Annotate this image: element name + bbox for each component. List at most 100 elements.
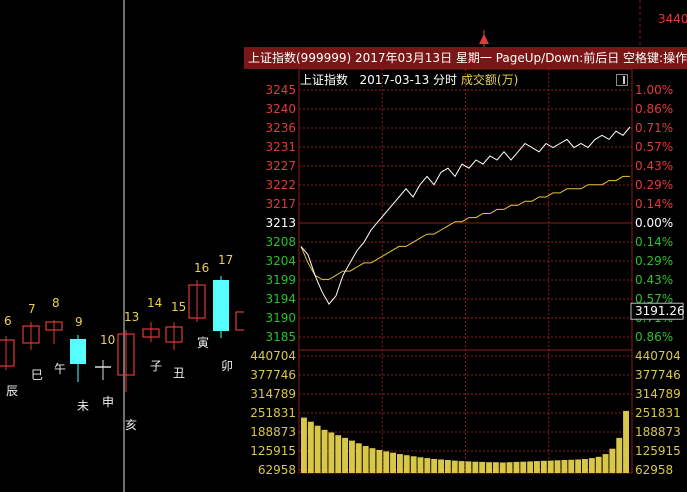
volume-axis-label-right: 440704: [635, 349, 681, 363]
volume-bar: [486, 462, 492, 473]
price-axis-label: 3240: [265, 102, 296, 116]
bg-candle-number: 7: [28, 302, 36, 316]
volume-bar: [383, 451, 390, 473]
volume-bar: [616, 437, 623, 473]
bg-candle: [213, 280, 229, 331]
bg-candle: [117, 333, 135, 376]
current-price-tag: [630, 302, 684, 320]
volume-bar: [444, 460, 451, 473]
percent-axis-label: 0.86%: [635, 102, 673, 116]
volume-bar: [568, 459, 575, 473]
price-axis-label: 3199: [265, 273, 296, 287]
volume-bar: [362, 446, 369, 473]
volume-axis-label-right: 314789: [635, 387, 681, 401]
bg-candle-number: 13: [124, 310, 139, 324]
bg-candle-branch-label: 丑: [173, 366, 185, 380]
bg-candle: [142, 328, 160, 338]
bg-candle-number: 17: [218, 253, 233, 267]
bg-candle-number: 15: [171, 300, 186, 314]
subtitle-indicator: 成交额(万): [460, 73, 519, 87]
volume-bar: [438, 459, 444, 473]
volume-axis-label: 188873: [250, 425, 296, 439]
volume-bar: [575, 459, 582, 473]
volume-axis-label-right: 188873: [635, 425, 681, 439]
volume-axis-label: 62958: [258, 463, 296, 477]
popup-title: 上证指数(999999) 2017年03月13日 星期一 PageUp/Down…: [248, 51, 687, 65]
volume-bar: [534, 461, 540, 473]
price-axis-label: 3213: [265, 216, 296, 230]
volume-bar: [499, 462, 506, 473]
bg-candle: [0, 339, 15, 367]
bg-candle-branch-label: 巳: [31, 368, 43, 382]
volume-bar: [307, 421, 314, 473]
percent-axis-label: 0.14%: [635, 197, 673, 211]
bg-candle: [22, 325, 40, 344]
volume-bar: [390, 452, 396, 473]
bg-candle-number: 14: [147, 296, 162, 310]
price-axis-label: 3227: [265, 159, 296, 173]
volume-axis-label-right: 251831: [635, 406, 681, 420]
volume-axis-label: 251831: [250, 406, 296, 420]
volume-bar: [492, 462, 499, 473]
percent-axis-label: 0.00%: [635, 216, 673, 230]
chart-subtitle: 上证指数 2017-03-13 分时 成交额(万): [300, 71, 518, 88]
intraday-popup-window[interactable]: 上证指数(999999) 2017年03月13日 星期一 PageUp/Down…: [244, 47, 687, 492]
percent-axis-label: 0.29%: [635, 254, 673, 268]
volume-bar: [417, 457, 424, 473]
bg-candle-number: 8: [52, 296, 60, 310]
bg-candle-number: 10: [100, 333, 115, 347]
volume-bar: [513, 461, 520, 473]
popup-toggle-icon[interactable]: [616, 74, 628, 86]
price-axis-label: 3204: [265, 254, 296, 268]
subtitle-date: 2017-03-13: [359, 73, 430, 87]
average-price-line: [300, 175, 630, 280]
price-axis-label: 3208: [265, 235, 296, 249]
intraday-chart: 3245 1.00% 3240 0.86% 3236 0.71% 3231 0.57% 3227…: [250, 68, 685, 477]
current-price-label: 3191.26: [635, 304, 685, 318]
price-axis-label: 3194: [265, 292, 296, 306]
bg-candle-branch-label: 申: [102, 395, 114, 409]
volume-axis-label: 125915: [250, 444, 296, 458]
bg-candle: [188, 284, 206, 319]
percent-axis-label: 1.00%: [635, 83, 673, 97]
percent-axis-label: 0.71%: [635, 121, 673, 135]
bg-candle-branch-label: 寅: [197, 335, 209, 350]
volume-bar: [424, 458, 431, 473]
percent-axis-label: 0.29%: [635, 178, 673, 192]
subtitle-mode: 分时: [433, 73, 458, 87]
bg-candle: [70, 339, 86, 364]
percent-axis-label: 0.57%: [635, 140, 673, 154]
volume-bar: [602, 454, 609, 473]
bg-candle: [165, 326, 183, 343]
volume-axis-label-right: 62958: [635, 463, 673, 477]
volume-bar: [410, 456, 417, 473]
volume-axis-label-right: 377746: [635, 368, 681, 382]
volume-bar: [314, 425, 321, 473]
volume-bar: [349, 440, 355, 473]
bg-candle-branch-label: 亥: [125, 418, 137, 432]
volume-bar: [540, 460, 547, 473]
volume-bar: [321, 429, 328, 473]
volume-bar: [458, 461, 465, 473]
bg-candle-branch-label: 未: [77, 399, 89, 413]
price-axis-label: 3245: [265, 83, 296, 97]
volume-bar: [472, 461, 479, 473]
volume-axis-label: 314789: [250, 387, 296, 401]
bg-candle-number: 16: [194, 261, 209, 275]
bg-candle: [45, 321, 63, 331]
bg-candle-number: 9: [75, 315, 83, 329]
bg-candle-branch-label: 午: [54, 362, 66, 376]
percent-axis-label: 0.14%: [635, 235, 673, 249]
volume-bar: [397, 454, 403, 473]
popup-title-bar[interactable]: 上证指数(999999) 2017年03月13日 星期一 PageUp/Down…: [244, 47, 687, 69]
volume-bar: [342, 437, 348, 473]
percent-axis-label: 0.43%: [635, 273, 673, 287]
volume-bar: [451, 460, 458, 473]
price-axis-label: 3185: [265, 330, 296, 344]
volume-bar: [355, 443, 362, 473]
bg-candle-number: 6: [4, 314, 12, 328]
price-axis-label: 3231: [265, 140, 296, 154]
volume-axis-label: 377746: [250, 368, 296, 382]
volume-bar: [479, 461, 486, 473]
percent-axis-label: 0.86%: [635, 330, 673, 344]
